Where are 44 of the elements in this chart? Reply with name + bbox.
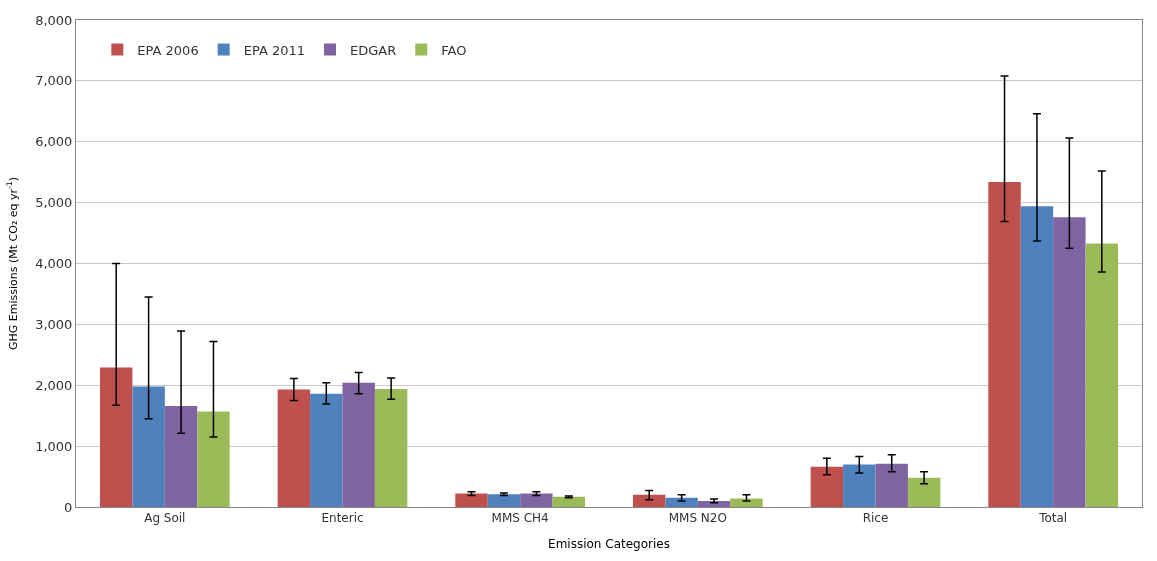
- bar: [132, 386, 165, 507]
- bar: [1020, 206, 1054, 507]
- y-tick-label: 1,000: [35, 438, 73, 454]
- bar: [1085, 243, 1119, 507]
- bar: [697, 500, 731, 507]
- y-tick-label: 2,000: [35, 377, 73, 393]
- y-tick-label: 6,000: [35, 134, 73, 150]
- bar: [730, 498, 763, 507]
- y-tick-label: 4,000: [35, 256, 73, 272]
- bar: [810, 466, 844, 507]
- bar: [374, 388, 408, 507]
- bar: [455, 493, 488, 507]
- bar: [520, 493, 553, 507]
- x-tick-label: MMS CH4: [491, 511, 549, 526]
- legend-label: FAO: [441, 42, 467, 58]
- x-tick-label: Ag Soil: [144, 511, 186, 526]
- bar: [552, 496, 586, 507]
- x-tick-label: MMS N2O: [668, 511, 727, 526]
- bar: [164, 405, 198, 507]
- bar: [342, 382, 375, 507]
- x-tick-label: Total: [1038, 511, 1068, 526]
- x-tick-label: Rice: [862, 511, 889, 526]
- bar: [99, 367, 133, 507]
- bar: [1053, 217, 1086, 507]
- bar: [907, 477, 941, 507]
- y-tick-label: 7,000: [35, 73, 73, 89]
- bar: [487, 494, 521, 507]
- y-tick-label: 5,000: [35, 195, 73, 211]
- y-tick-label: 0: [64, 499, 73, 515]
- legend-label: EPA 2011: [243, 42, 306, 58]
- bar: [632, 494, 666, 507]
- y-tick-label: 3,000: [35, 316, 73, 332]
- bar: [277, 389, 311, 507]
- bar: [843, 464, 876, 507]
- bar: [875, 463, 908, 507]
- bar: [197, 411, 230, 507]
- legend-label: EDGAR: [350, 42, 397, 58]
- y-tick-label: 8,000: [35, 12, 73, 28]
- legend-label: EPA 2006: [137, 42, 199, 58]
- bar: [665, 497, 698, 507]
- x-tick-label: Enteric: [321, 511, 364, 526]
- x-axis-title: Emission Categories: [548, 537, 670, 552]
- bar: [988, 181, 1021, 507]
- bar: [310, 393, 343, 507]
